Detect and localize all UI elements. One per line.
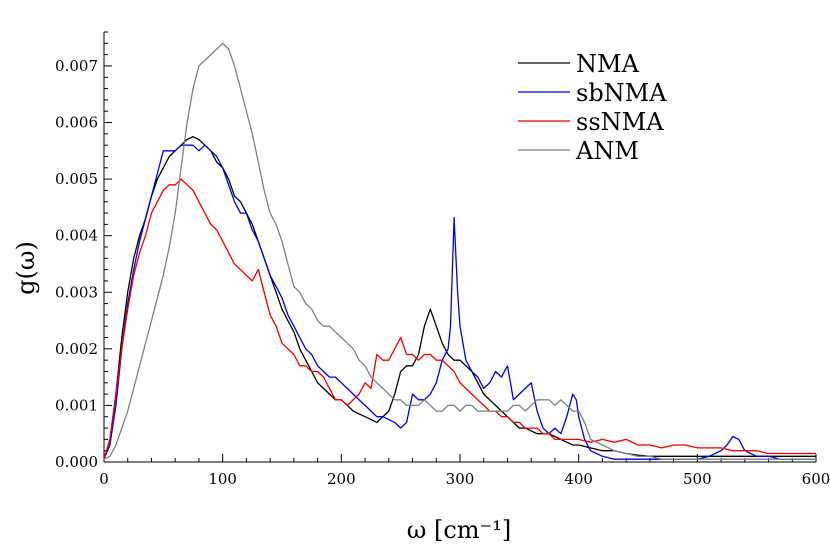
- y-axis-title: g(ω): [12, 241, 40, 295]
- legend-label-nma: NMA: [576, 50, 640, 78]
- y-tick-label: 0.004: [55, 227, 98, 245]
- x-tick-label: 100: [208, 470, 237, 488]
- y-tick-label: 0.005: [55, 170, 98, 188]
- x-tick-label: 400: [564, 470, 593, 488]
- x-axis-title: ω [cm⁻¹]: [407, 516, 511, 544]
- y-tick-label: 0.000: [55, 453, 98, 471]
- x-tick-label: 200: [327, 470, 356, 488]
- legend-label-sbnma: sbNMA: [576, 79, 667, 107]
- y-tick-label: 0.006: [55, 114, 98, 132]
- y-tick-label: 0.007: [55, 57, 98, 75]
- series-lines: [103, 42, 816, 460]
- y-tick-label: 0.003: [55, 283, 98, 301]
- legend-label-anm: ANM: [575, 137, 639, 165]
- series-line-ssnma: [103, 178, 816, 460]
- legend-label-ssnma: ssNMA: [576, 108, 664, 136]
- series-line-anm: [103, 42, 816, 460]
- series-line-sbnma: [103, 144, 816, 460]
- x-tick-label: 500: [683, 470, 712, 488]
- x-tick-label: 600: [802, 470, 830, 488]
- x-tick-label: 300: [446, 470, 475, 488]
- axes: 0 100 200 300 400 500 600 0.000 0.001 0.002 0.003 0…: [55, 31, 830, 488]
- y-tick-label: 0.001: [55, 396, 98, 414]
- x-tick-label: 0: [99, 470, 109, 488]
- y-tick-label: 0.002: [55, 340, 98, 358]
